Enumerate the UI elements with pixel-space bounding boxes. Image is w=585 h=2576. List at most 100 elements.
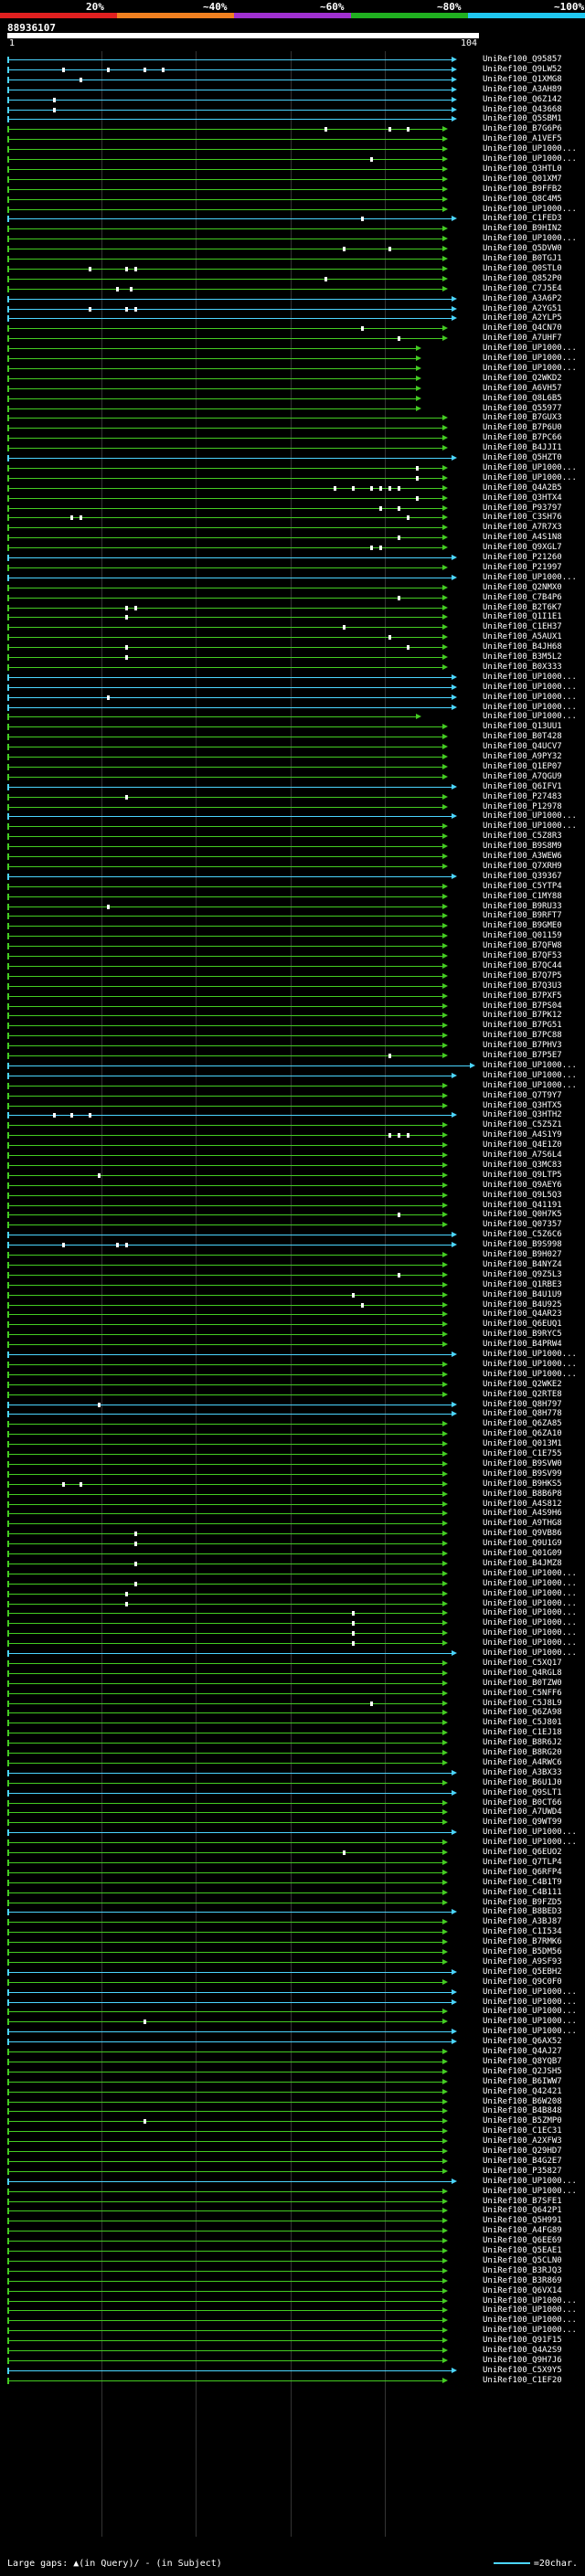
- hit-label[interactable]: UniRef100_Q7T9Y7: [483, 1090, 562, 1100]
- hit-row[interactable]: UniRef100_UP1000...: [7, 1599, 585, 1609]
- hit-label[interactable]: UniRef100_Q6VX14: [483, 2285, 562, 2295]
- hit-row[interactable]: UniRef100_Q7TLP4: [7, 1858, 585, 1868]
- hit-row[interactable]: UniRef100_P21260: [7, 553, 585, 563]
- hit-label[interactable]: UniRef100_A7S6L4: [483, 1150, 562, 1160]
- hit-row[interactable]: UniRef100_Q1RBE3: [7, 1280, 585, 1290]
- hit-row[interactable]: UniRef100_UP1000...: [7, 1589, 585, 1599]
- hit-row[interactable]: UniRef100_A3A6P2: [7, 294, 585, 304]
- hit-row[interactable]: UniRef100_B5ZMP0: [7, 2116, 585, 2126]
- hit-label[interactable]: UniRef100_UP1000...: [483, 154, 577, 164]
- hit-row[interactable]: UniRef100_Q2WKD2: [7, 374, 585, 384]
- hit-row[interactable]: UniRef100_Q1I1E1: [7, 612, 585, 622]
- hit-row[interactable]: UniRef100_Q0H7K5: [7, 1210, 585, 1220]
- hit-row[interactable]: UniRef100_B5DM56: [7, 1947, 585, 1957]
- hit-label[interactable]: UniRef100_B0TGJ1: [483, 254, 562, 263]
- hit-row[interactable]: UniRef100_B3R869: [7, 2276, 585, 2286]
- hit-row[interactable]: UniRef100_Q9XGL7: [7, 543, 585, 553]
- hit-label[interactable]: UniRef100_B4U925: [483, 1299, 562, 1309]
- hit-row[interactable]: UniRef100_Q01XM7: [7, 175, 585, 185]
- hit-row[interactable]: UniRef100_A3WEW6: [7, 852, 585, 862]
- hit-row[interactable]: UniRef100_B6U1J0: [7, 1778, 585, 1788]
- hit-label[interactable]: UniRef100_B7Q7P5: [483, 970, 562, 981]
- hit-row[interactable]: UniRef100_P27483: [7, 792, 585, 802]
- hit-label[interactable]: UniRef100_Q13UU1: [483, 722, 562, 732]
- hit-row[interactable]: UniRef100_UP1000...: [7, 811, 585, 822]
- hit-label[interactable]: UniRef100_UP1000...: [483, 1648, 577, 1658]
- hit-row[interactable]: UniRef100_B4JJI1: [7, 443, 585, 453]
- hit-row[interactable]: UniRef100_UP1000...: [7, 1569, 585, 1579]
- hit-row[interactable]: UniRef100_B7SFE1: [7, 2197, 585, 2207]
- hit-label[interactable]: UniRef100_B9RYC5: [483, 1330, 562, 1340]
- hit-label[interactable]: UniRef100_B7P5E7: [483, 1051, 562, 1060]
- hit-row[interactable]: UniRef100_Q4CN70: [7, 323, 585, 334]
- hit-row[interactable]: UniRef100_B7Q7P5: [7, 971, 585, 981]
- hit-label[interactable]: UniRef100_A7QGU9: [483, 771, 562, 781]
- hit-label[interactable]: UniRef100_Q9L5Q3: [483, 1190, 562, 1200]
- hit-label[interactable]: UniRef100_P93797: [483, 503, 562, 513]
- hit-label[interactable]: UniRef100_B9H027: [483, 1250, 562, 1259]
- hit-row[interactable]: UniRef100_C4B1T9: [7, 1878, 585, 1888]
- hit-row[interactable]: UniRef100_B0TZW0: [7, 1679, 585, 1689]
- hit-row[interactable]: UniRef100_Q5H991: [7, 2216, 585, 2226]
- hit-label[interactable]: UniRef100_B9S998: [483, 1240, 562, 1250]
- hit-label[interactable]: UniRef100_UP1000...: [483, 1608, 577, 1618]
- hit-label[interactable]: UniRef100_Q9AEY6: [483, 1180, 562, 1190]
- hit-label[interactable]: UniRef100_C7J5E4: [483, 283, 562, 293]
- hit-label[interactable]: UniRef100_Q5DVW0: [483, 244, 562, 254]
- hit-row[interactable]: UniRef100_UP1000...: [7, 1628, 585, 1638]
- hit-label[interactable]: UniRef100_Q6RFP4: [483, 1867, 562, 1877]
- hit-label[interactable]: UniRef100_UP1000...: [483, 1628, 577, 1638]
- hit-label[interactable]: UniRef100_Q8C4M5: [483, 194, 562, 204]
- hit-row[interactable]: UniRef100_Q9LTP5: [7, 1171, 585, 1181]
- hit-row[interactable]: UniRef100_B4PRW4: [7, 1340, 585, 1350]
- hit-row[interactable]: UniRef100_UP1000...: [7, 2017, 585, 2027]
- hit-row[interactable]: UniRef100_A7UWD4: [7, 1807, 585, 1818]
- hit-row[interactable]: UniRef100_C5Z8R3: [7, 832, 585, 842]
- hit-row[interactable]: UniRef100_B9HKS5: [7, 1479, 585, 1489]
- hit-label[interactable]: UniRef100_B2T6K7: [483, 602, 562, 612]
- hit-label[interactable]: UniRef100_UP1000...: [483, 472, 577, 482]
- hit-row[interactable]: UniRef100_A2YLP5: [7, 313, 585, 323]
- hit-row[interactable]: UniRef100_UP1000...: [7, 1370, 585, 1380]
- hit-row[interactable]: UniRef100_C1EJ18: [7, 1728, 585, 1738]
- hit-row[interactable]: UniRef100_B7PXF5: [7, 991, 585, 1002]
- hit-label[interactable]: UniRef100_Q2RTE8: [483, 1389, 562, 1399]
- hit-row[interactable]: UniRef100_Q6EE69: [7, 2236, 585, 2246]
- hit-label[interactable]: UniRef100_UP1000...: [483, 702, 577, 712]
- hit-label[interactable]: UniRef100_Q0STL0: [483, 263, 562, 273]
- hit-label[interactable]: UniRef100_B7PXF5: [483, 991, 562, 1001]
- hit-row[interactable]: UniRef100_C5X9Y5: [7, 2366, 585, 2376]
- hit-row[interactable]: UniRef100_UP1000...: [7, 673, 585, 683]
- hit-row[interactable]: UniRef100_B7PK12: [7, 1011, 585, 1021]
- hit-row[interactable]: UniRef100_UP1000...: [7, 144, 585, 154]
- hit-row[interactable]: UniRef100_UP1000...: [7, 2027, 585, 2037]
- hit-row[interactable]: UniRef100_Q3MC83: [7, 1161, 585, 1171]
- hit-label[interactable]: UniRef100_B8R6J2: [483, 1738, 562, 1748]
- hit-label[interactable]: UniRef100_B8RG20: [483, 1748, 562, 1757]
- hit-label[interactable]: UniRef100_C7B4P6: [483, 592, 562, 602]
- hit-label[interactable]: UniRef100_Q6AX52: [483, 2037, 562, 2047]
- hit-row[interactable]: UniRef100_UP1000...: [7, 344, 585, 354]
- hit-label[interactable]: UniRef100_A3WEW6: [483, 852, 562, 861]
- hit-row[interactable]: UniRef100_Q8L6B5: [7, 394, 585, 404]
- hit-label[interactable]: UniRef100_B9RFT7: [483, 911, 562, 921]
- hit-label[interactable]: UniRef100_Q4RGL8: [483, 1668, 562, 1678]
- hit-label[interactable]: UniRef100_B4JJI1: [483, 443, 562, 453]
- hit-row[interactable]: UniRef100_B9S8M9: [7, 842, 585, 852]
- hit-label[interactable]: UniRef100_UP1000...: [483, 1359, 577, 1369]
- hit-row[interactable]: UniRef100_B0TGJ1: [7, 254, 585, 264]
- hit-label[interactable]: UniRef100_Q852P0: [483, 273, 562, 283]
- hit-label[interactable]: UniRef100_A3BX33: [483, 1767, 562, 1777]
- hit-row[interactable]: UniRef100_Q42421: [7, 2087, 585, 2097]
- hit-row[interactable]: UniRef100_B4G2E7: [7, 2157, 585, 2167]
- hit-row[interactable]: UniRef100_Q852P0: [7, 274, 585, 284]
- hit-row[interactable]: UniRef100_Q39367: [7, 872, 585, 882]
- hit-row[interactable]: UniRef100_B8R6J2: [7, 1738, 585, 1748]
- hit-row[interactable]: UniRef100_A7R7X3: [7, 523, 585, 533]
- hit-label[interactable]: UniRef100_Q29HD7: [483, 2147, 562, 2156]
- hit-label[interactable]: UniRef100_Q9SLT1: [483, 1787, 562, 1797]
- hit-row[interactable]: UniRef100_Q3HTX4: [7, 493, 585, 504]
- hit-label[interactable]: UniRef100_Q8H797: [483, 1399, 562, 1409]
- hit-row[interactable]: UniRef100_Q9L5Q3: [7, 1191, 585, 1201]
- hit-row[interactable]: UniRef100_Q5EBH2: [7, 1967, 585, 1977]
